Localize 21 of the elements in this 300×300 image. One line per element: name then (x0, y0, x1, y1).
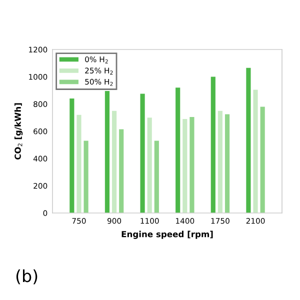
bar (224, 114, 230, 213)
y-axis-title: CO$_{2}$ [g/kWh] (14, 103, 23, 160)
bar (119, 129, 124, 213)
bar (190, 116, 194, 213)
bar (112, 110, 117, 213)
bar (84, 140, 88, 213)
bar (218, 110, 223, 213)
bar (182, 118, 188, 213)
bar (260, 106, 265, 213)
bar (253, 90, 258, 213)
bar (104, 91, 110, 213)
bar (246, 68, 251, 213)
text: (b) (16, 269, 38, 284)
bar (76, 114, 82, 213)
bar (176, 88, 180, 213)
bar (70, 98, 74, 213)
bar (140, 94, 145, 213)
x-axis-title: Engine speed [rpm] (122, 230, 213, 239)
bar (154, 140, 159, 213)
bar (210, 76, 216, 213)
bar (147, 118, 152, 213)
